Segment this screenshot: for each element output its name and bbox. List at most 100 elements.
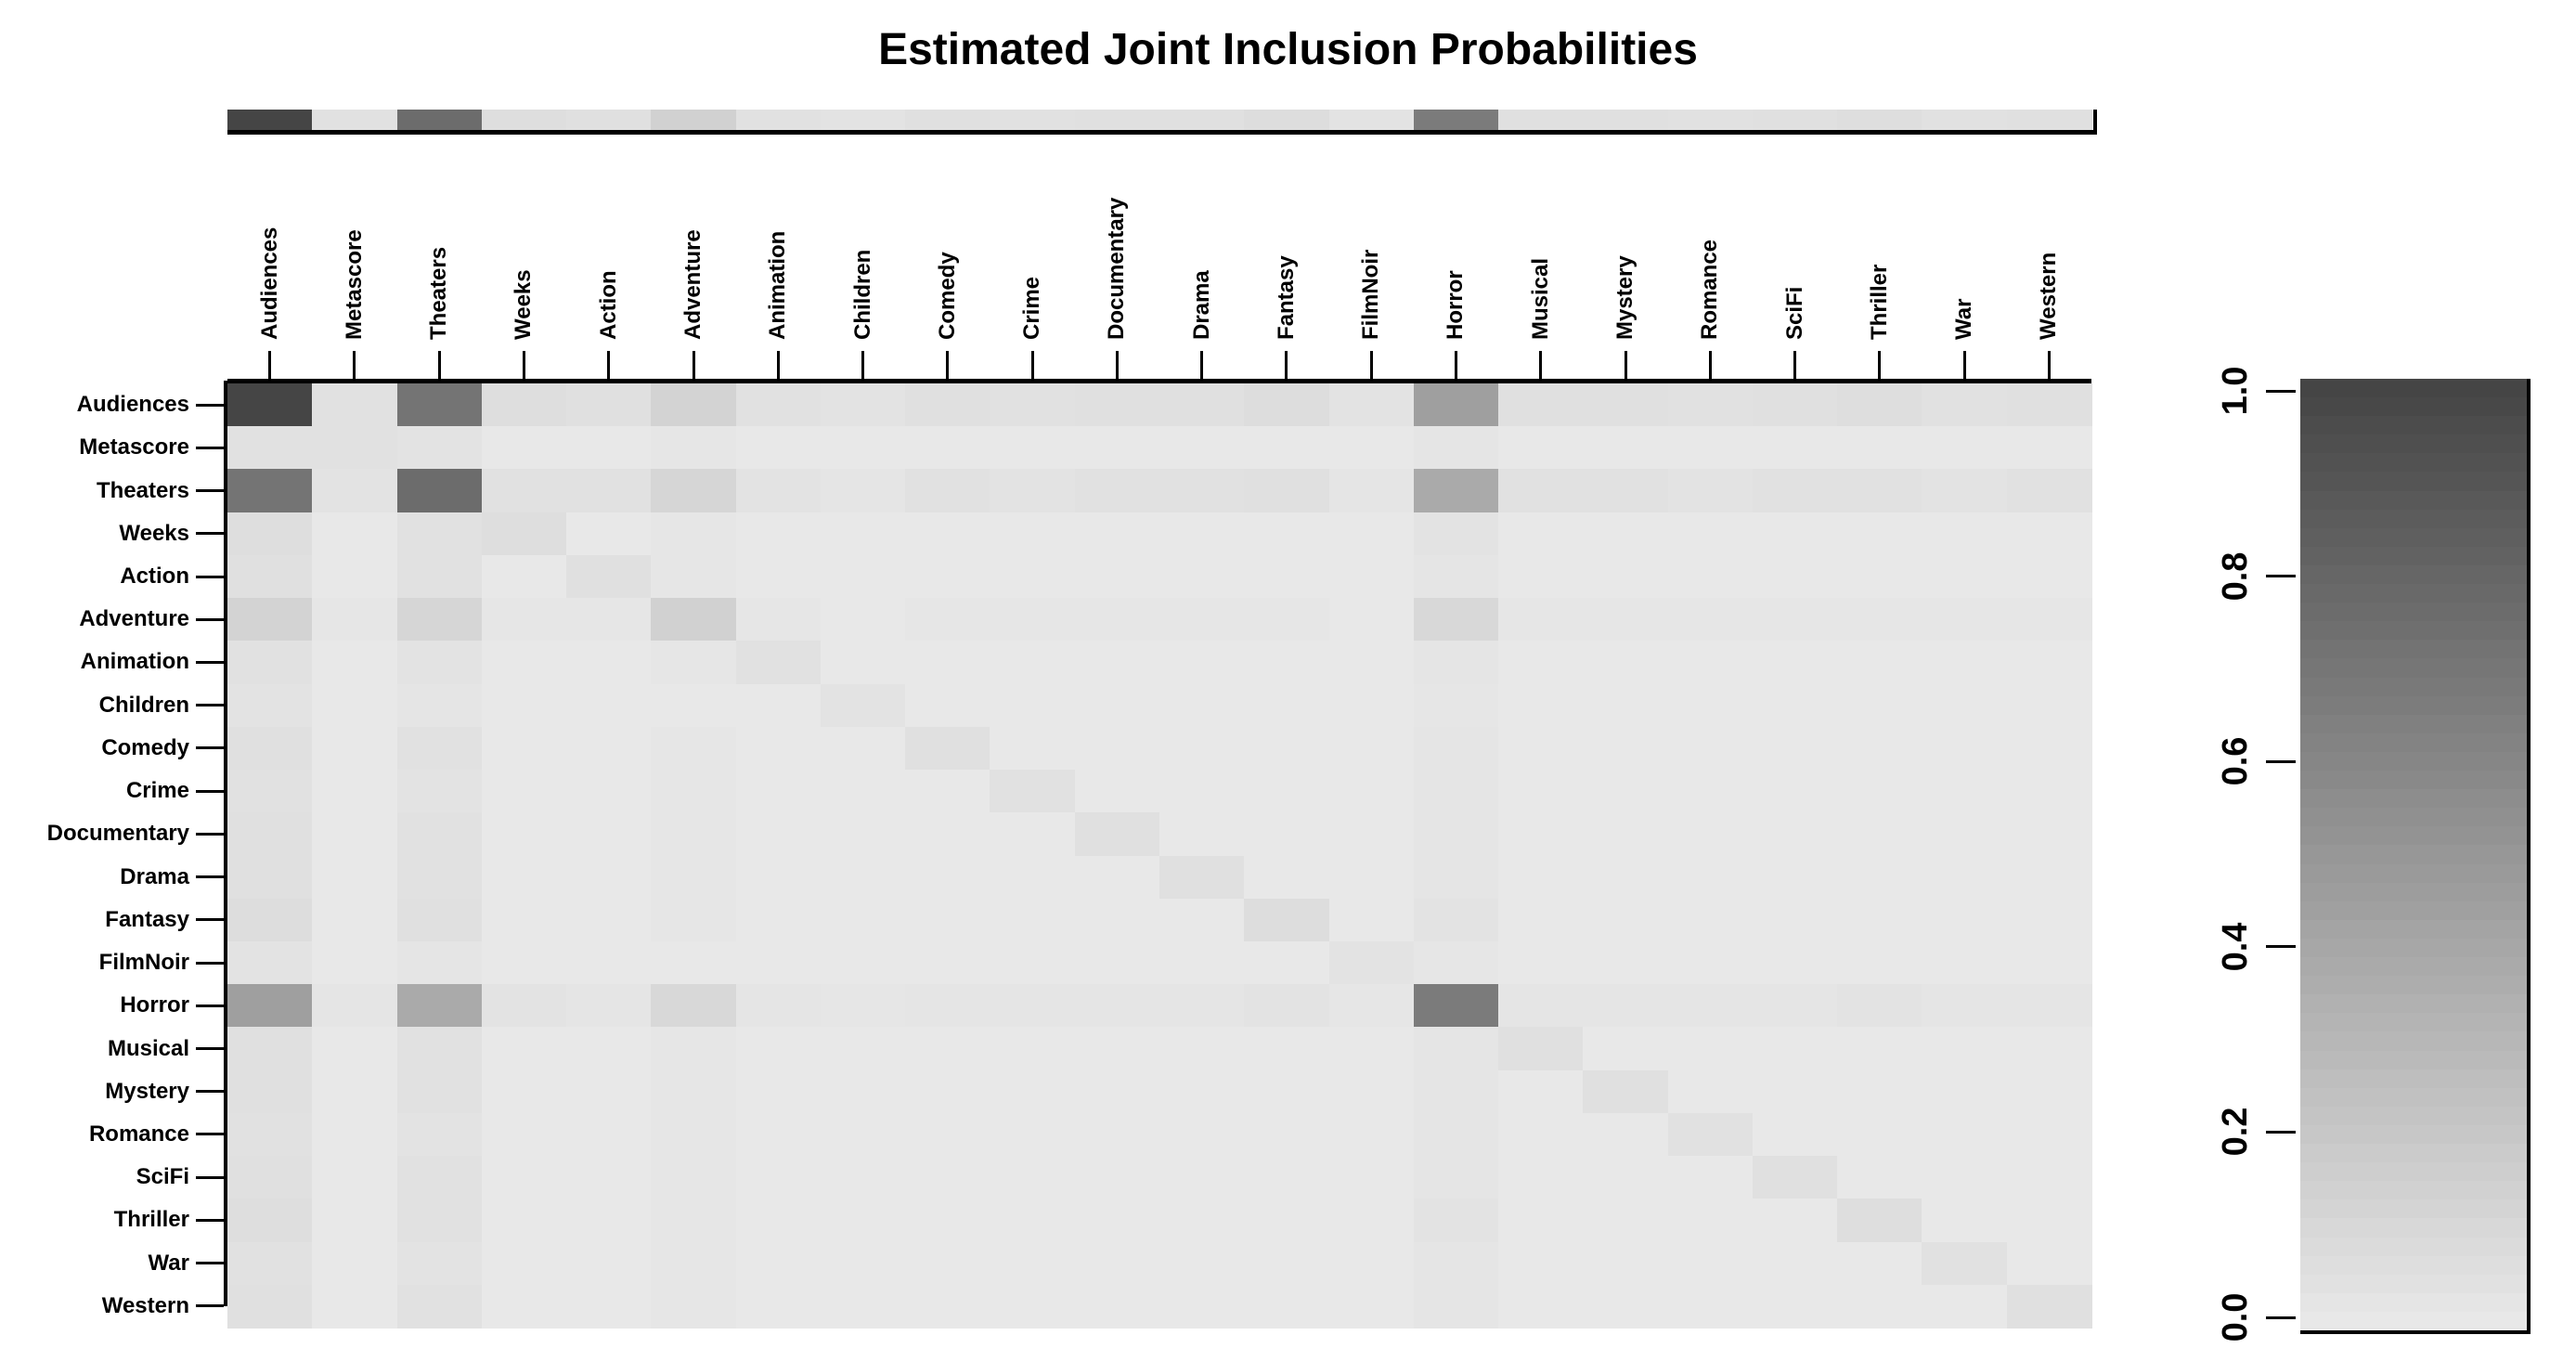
heatmap-cell bbox=[1922, 1156, 2008, 1199]
row-tick bbox=[196, 1262, 224, 1265]
heatmap-cell bbox=[820, 984, 906, 1028]
heatmap-cell bbox=[1922, 940, 2008, 985]
legend-gradient-band bbox=[2300, 1292, 2527, 1313]
heatmap-cell bbox=[396, 1241, 483, 1286]
heatmap-cell bbox=[1752, 726, 1838, 771]
column-label-fantasy: Fantasy bbox=[1273, 255, 1299, 340]
column-label-crime: Crime bbox=[1019, 276, 1045, 340]
heatmap-cell bbox=[735, 383, 822, 427]
heatmap-cell bbox=[1328, 1069, 1415, 1114]
heatmap-cell bbox=[735, 512, 822, 556]
heatmap-cell bbox=[1922, 812, 2008, 857]
heatmap-cell bbox=[735, 1156, 822, 1199]
heatmap-cell bbox=[227, 512, 313, 556]
heatmap-cell bbox=[1583, 683, 1669, 728]
column-tick bbox=[1878, 351, 1882, 379]
legend-gradient-band bbox=[2300, 938, 2527, 958]
heatmap-cell bbox=[735, 984, 822, 1028]
heatmap-cell bbox=[566, 1156, 652, 1199]
heatmap-cell bbox=[481, 940, 567, 985]
heatmap-cell bbox=[1074, 1112, 1160, 1157]
heatmap-cell bbox=[2006, 598, 2092, 642]
legend-gradient-band bbox=[2300, 1124, 2527, 1145]
column-label-metascore: Metascore bbox=[341, 229, 367, 340]
heatmap-cell bbox=[1583, 898, 1669, 942]
legend-gradient-band bbox=[2300, 976, 2527, 995]
heatmap-cell bbox=[396, 726, 483, 771]
heatmap-cell bbox=[735, 554, 822, 599]
heatmap-cell bbox=[396, 469, 483, 513]
heatmap-cell bbox=[1667, 1112, 1754, 1157]
strip-cell bbox=[1244, 110, 1330, 130]
heatmap-cell bbox=[227, 641, 313, 685]
legend-gradient-band bbox=[2300, 658, 2527, 679]
legend-gradient-band bbox=[2300, 714, 2527, 734]
heatmap-cell bbox=[1074, 1069, 1160, 1114]
heatmap-cell bbox=[1837, 812, 1923, 857]
heatmap-cell bbox=[1752, 598, 1838, 642]
heatmap-cell bbox=[1752, 984, 1838, 1028]
heatmap-cell bbox=[651, 1199, 737, 1243]
heatmap-cell bbox=[1498, 726, 1584, 771]
row-tick bbox=[196, 617, 224, 621]
column-tick bbox=[522, 351, 525, 379]
heatmap-cell bbox=[312, 770, 398, 813]
heatmap-cell bbox=[1837, 898, 1923, 942]
heatmap-cell bbox=[651, 512, 737, 556]
heatmap-cell bbox=[1413, 641, 1499, 685]
heatmap-cell bbox=[1583, 554, 1669, 599]
heatmap-cell bbox=[1328, 898, 1415, 942]
heatmap-cell bbox=[481, 726, 567, 771]
heatmap-cell bbox=[1498, 770, 1584, 813]
row-tick bbox=[196, 532, 224, 536]
heatmap-cell bbox=[1328, 855, 1415, 900]
heatmap-cell bbox=[1159, 383, 1245, 427]
column-label-filmnoir: FilmNoir bbox=[1358, 249, 1384, 340]
heatmap-cell bbox=[2006, 683, 2092, 728]
heatmap-cell bbox=[481, 812, 567, 857]
row-label-western: Western bbox=[101, 1292, 189, 1318]
heatmap-cell bbox=[905, 1027, 991, 1071]
legend-gradient-band bbox=[2300, 789, 2527, 809]
heatmap-cell bbox=[820, 1027, 906, 1071]
heatmap-cell bbox=[1583, 383, 1669, 427]
heatmap-cell bbox=[1498, 426, 1584, 471]
heatmap-cell bbox=[566, 726, 652, 771]
row-tick bbox=[196, 746, 224, 750]
heatmap-cell bbox=[1413, 855, 1499, 900]
heatmap-cell bbox=[1667, 770, 1754, 813]
column-label-audiences: Audiences bbox=[256, 227, 282, 340]
heatmap-cell bbox=[1752, 383, 1838, 427]
column-label-western: Western bbox=[2036, 252, 2062, 340]
heatmap-cell bbox=[481, 1156, 567, 1199]
heatmap-cell bbox=[1159, 1241, 1245, 1286]
heatmap-cell bbox=[1413, 1112, 1499, 1157]
heatmap-cell bbox=[905, 641, 991, 685]
heatmap-cell bbox=[227, 726, 313, 771]
heatmap-cell bbox=[1413, 940, 1499, 985]
left-axis-line bbox=[224, 381, 227, 1306]
row-tick bbox=[196, 660, 224, 664]
heatmap-cell bbox=[1922, 683, 2008, 728]
column-tick bbox=[1793, 351, 1797, 379]
top-axis-line bbox=[227, 379, 2091, 383]
heatmap-cell bbox=[1752, 426, 1838, 471]
legend-gradient-band bbox=[2300, 1199, 2527, 1219]
heatmap-cell bbox=[481, 426, 567, 471]
strip-cell bbox=[396, 110, 483, 130]
heatmap-cell bbox=[1922, 383, 2008, 427]
heatmap-cell bbox=[227, 469, 313, 513]
heatmap-cell bbox=[1922, 1284, 2008, 1329]
heatmap-cell bbox=[1922, 726, 2008, 771]
heatmap-cell bbox=[1583, 770, 1669, 813]
row-label-audiences: Audiences bbox=[76, 392, 189, 418]
heatmap-cell bbox=[227, 940, 313, 985]
legend-gradient-band bbox=[2300, 771, 2527, 790]
heatmap-cell bbox=[1922, 1027, 2008, 1071]
heatmap-cell bbox=[820, 898, 906, 942]
heatmap-cell bbox=[312, 1112, 398, 1157]
legend-right-border bbox=[2527, 379, 2531, 1334]
heatmap-cell bbox=[312, 812, 398, 857]
legend-tick-label: 0.2 bbox=[2216, 1107, 2255, 1157]
strip-cell bbox=[227, 110, 313, 130]
